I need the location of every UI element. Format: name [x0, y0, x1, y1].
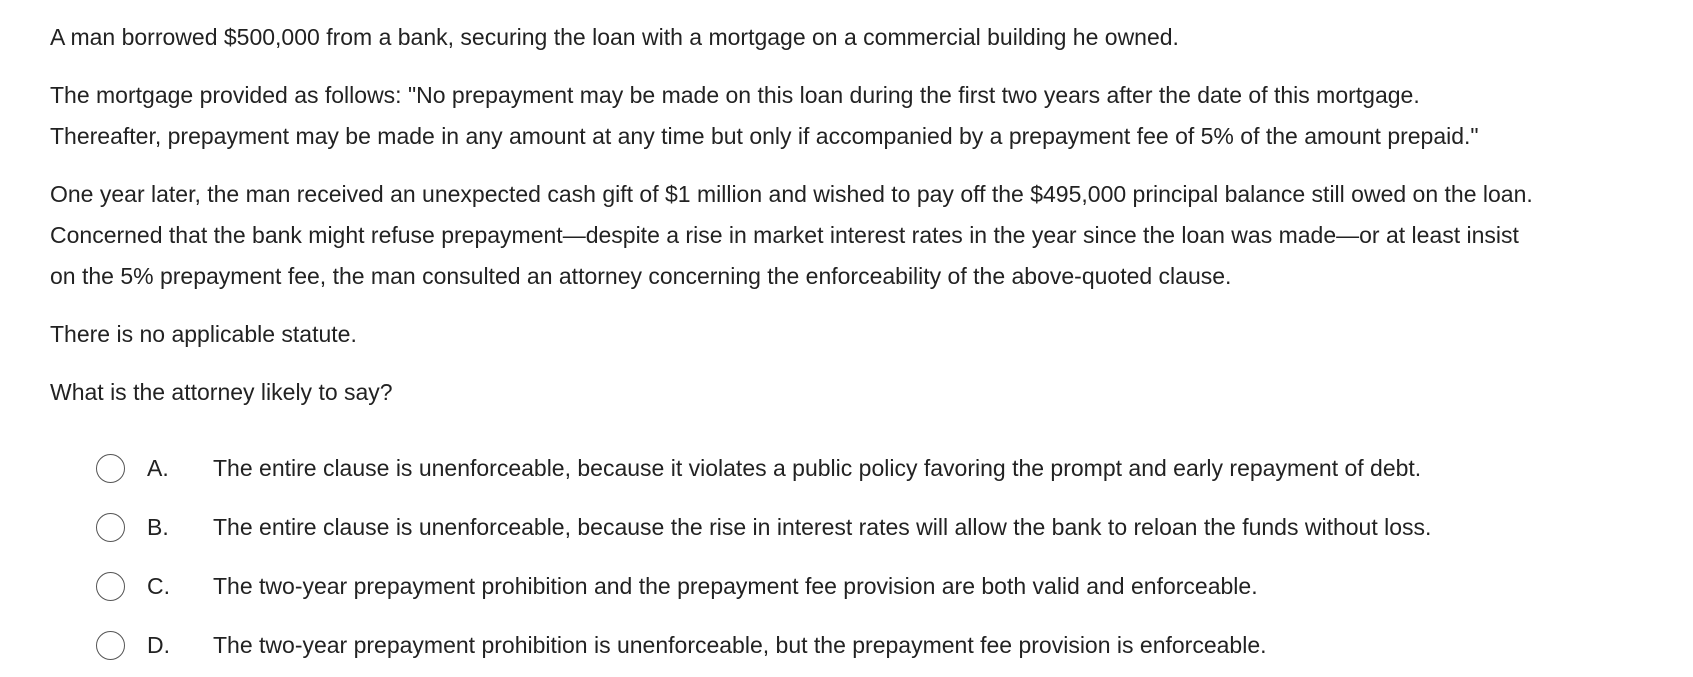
question-prompt: What is the attorney likely to say?: [50, 372, 1693, 413]
question-line: One year later, the man received an unex…: [50, 181, 1533, 207]
radio-button-b[interactable]: [96, 513, 125, 542]
radio-button-a[interactable]: [96, 454, 125, 483]
option-letter: C.: [147, 573, 170, 599]
question-line: on the 5% prepayment fee, the man consul…: [50, 263, 1232, 289]
question-stem: A man borrowed $500,000 from a bank, sec…: [50, 17, 1693, 413]
question-line: There is no applicable statute.: [50, 321, 357, 347]
question-line: Concerned that the bank might refuse pre…: [50, 222, 1519, 248]
question-line: The mortgage provided as follows: "No pr…: [50, 82, 1420, 108]
question-paragraph-loan: A man borrowed $500,000 from a bank, sec…: [50, 17, 1693, 58]
question-paragraph-mortgage-clause: The mortgage provided as follows: "No pr…: [50, 75, 1693, 157]
question-line: Thereafter, prepayment may be made in an…: [50, 123, 1479, 149]
option-text: The entire clause is unenforceable, beca…: [213, 514, 1432, 540]
question-line: What is the attorney likely to say?: [50, 379, 393, 405]
answer-option-a[interactable]: A. The entire clause is unenforceable, b…: [96, 439, 1686, 498]
option-letter: A.: [147, 455, 169, 481]
answer-option-c[interactable]: C. The two-year prepayment prohibition a…: [96, 557, 1686, 616]
question-line: A man borrowed $500,000 from a bank, sec…: [50, 24, 1179, 50]
option-text: The two-year prepayment prohibition is u…: [213, 632, 1267, 658]
answer-options: A. The entire clause is unenforceable, b…: [96, 439, 1686, 675]
option-text: The two-year prepayment prohibition and …: [213, 573, 1258, 599]
question-paragraph-statute: There is no applicable statute.: [50, 314, 1693, 355]
option-letter: D.: [147, 632, 170, 658]
question-paragraph-facts: One year later, the man received an unex…: [50, 174, 1693, 297]
answer-option-d[interactable]: D. The two-year prepayment prohibition i…: [96, 616, 1686, 675]
answer-option-b[interactable]: B. The entire clause is unenforceable, b…: [96, 498, 1686, 557]
option-letter: B.: [147, 514, 169, 540]
radio-button-d[interactable]: [96, 631, 125, 660]
option-text: The entire clause is unenforceable, beca…: [213, 455, 1422, 481]
radio-button-c[interactable]: [96, 572, 125, 601]
